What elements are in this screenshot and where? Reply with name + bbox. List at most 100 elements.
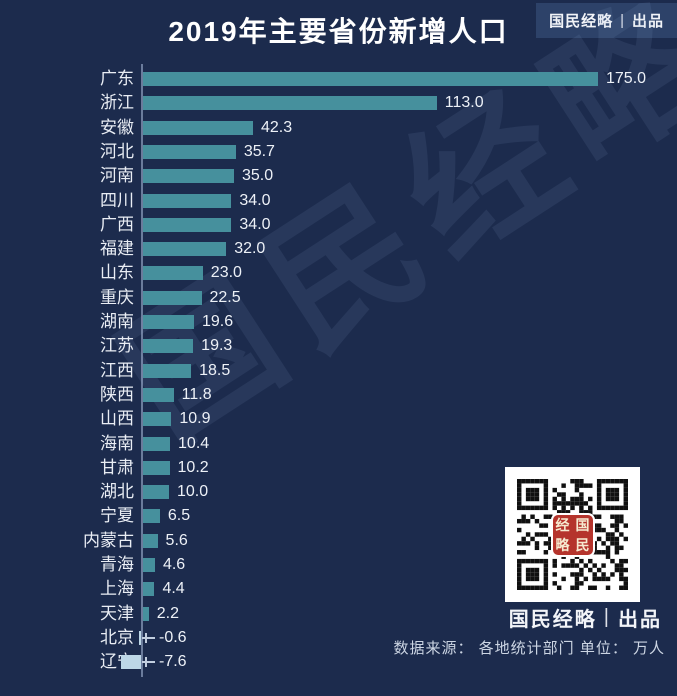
- bar: [143, 120, 253, 135]
- label-leader-line: [142, 632, 155, 643]
- bar: [143, 509, 160, 524]
- qr-code: 经国略民: [505, 467, 640, 602]
- bar: [143, 290, 202, 305]
- brand-badge-suffix: 出品: [631, 13, 664, 30]
- brand-badge-name: 国民经略: [549, 13, 614, 30]
- category-label: 江苏: [100, 336, 134, 356]
- value-label: 113.0: [444, 94, 484, 112]
- bar: [143, 72, 598, 86]
- bar-row: 甘肃 10.2: [0, 456, 677, 480]
- bar-rows: 广东 175.0 浙江 113.0 安徽 42.3 河北 35.7 河南 35.0 四川 34.0 广西…: [0, 67, 677, 675]
- category-label: 陕西: [100, 384, 134, 404]
- qr-logo: 经国略民: [550, 512, 595, 557]
- value-label: 10.0: [177, 483, 209, 501]
- category-label: 山东: [100, 263, 134, 283]
- bar: [143, 582, 155, 597]
- label-leader-tick: [145, 657, 147, 668]
- value-label: 10.4: [178, 434, 210, 452]
- footer-brand-suffix: 出品: [618, 609, 662, 631]
- bar-row: 内蒙古 5.6: [0, 529, 677, 553]
- category-label: 广东: [100, 69, 134, 88]
- category-label: 广西: [100, 214, 134, 234]
- qr-pattern: [517, 479, 628, 590]
- category-label: 辽宁: [100, 652, 134, 672]
- bar-row: 四川 34.0: [0, 189, 677, 213]
- bar-row: 青海 4.6: [0, 553, 677, 577]
- bar-row: 辽宁 -7.6: [0, 650, 677, 674]
- category-label: 河南: [100, 166, 134, 186]
- bar-row: 安徽 42.3: [0, 116, 677, 140]
- value-label: 32.0: [234, 240, 266, 258]
- bar: [143, 387, 174, 402]
- chart-title: 2019年主要省份新增人口: [168, 16, 509, 47]
- category-label: 河北: [100, 141, 134, 161]
- bar-row: 山西 10.9: [0, 407, 677, 431]
- bar-row: 湖南 19.6: [0, 310, 677, 334]
- bar-row: 重庆 22.5: [0, 286, 677, 310]
- bar-row: 陕西 11.8: [0, 383, 677, 407]
- bar-row: 江西 18.5: [0, 359, 677, 383]
- brand-badge: 国民经略 | 出品: [536, 3, 677, 38]
- bar-row: 河北 35.7: [0, 140, 677, 164]
- bar-row: 浙江 113.0: [0, 91, 677, 115]
- bar-row: 宁夏 6.5: [0, 504, 677, 528]
- category-label: 湖南: [100, 312, 134, 331]
- bar-row: 天津 2.2: [0, 602, 677, 626]
- category-label: 甘肃: [100, 457, 134, 477]
- qr-logo-character: 经: [555, 516, 570, 533]
- bar: [143, 485, 169, 500]
- category-label: 天津: [100, 603, 134, 623]
- category-label: 海南: [100, 433, 134, 453]
- bar-row: 北京 -0.6: [0, 626, 677, 650]
- bar: [143, 558, 155, 572]
- bar: [143, 606, 149, 621]
- category-label: 上海: [100, 579, 134, 599]
- category-label: 山西: [100, 409, 134, 429]
- value-label: 19.3: [201, 337, 233, 355]
- bar: [143, 217, 232, 232]
- category-label: 浙江: [100, 93, 134, 113]
- value-label: 4.4: [162, 580, 185, 598]
- category-label: 青海: [100, 555, 134, 574]
- value-label: 10.2: [177, 458, 209, 476]
- bar-row: 福建 32.0: [0, 237, 677, 261]
- brand-badge-divider: |: [620, 12, 625, 29]
- value-label: 42.3: [260, 118, 293, 136]
- bar: [143, 412, 172, 427]
- value-label: 35.7: [243, 142, 275, 160]
- value-label: 2.2: [156, 604, 179, 622]
- bar-row: 江苏 19.3: [0, 334, 677, 358]
- bar: [143, 363, 192, 378]
- category-label: 湖北: [100, 482, 134, 502]
- category-label: 重庆: [100, 287, 134, 307]
- value-label: 34.0: [239, 215, 271, 233]
- bar: [143, 266, 203, 281]
- category-label: 内蒙古: [83, 530, 134, 550]
- value-label: 18.5: [199, 361, 231, 379]
- data-source-note: 数据来源： 各地统计部门 单位： 万人: [393, 640, 665, 657]
- bar-negative: [121, 655, 141, 670]
- value-label: 10.9: [179, 410, 211, 428]
- footer-brand-divider: |: [603, 606, 611, 628]
- bar-row: 上海 4.4: [0, 577, 677, 601]
- category-label: 宁夏: [100, 506, 134, 526]
- bar: [143, 169, 234, 184]
- bar: [143, 193, 232, 208]
- bar: [143, 315, 194, 329]
- bar-row: 广西 34.0: [0, 213, 677, 237]
- category-label: 安徽: [100, 117, 134, 137]
- value-label: 35.0: [242, 167, 274, 185]
- category-label: 北京: [100, 627, 134, 647]
- bar-row: 山东 23.0: [0, 261, 677, 285]
- value-label: 6.5: [167, 507, 191, 525]
- value-label: 19.6: [201, 313, 234, 330]
- value-label: 11.8: [181, 385, 212, 403]
- value-label: 5.6: [165, 531, 188, 549]
- qr-logo-character: 略: [555, 536, 570, 553]
- bar: [143, 533, 158, 548]
- label-leader-tick: [145, 632, 147, 643]
- bar-row: 海南 10.4: [0, 432, 677, 456]
- bar-row: 广东 175.0: [0, 67, 677, 91]
- bar: [143, 96, 437, 111]
- qr-logo-character: 民: [575, 536, 590, 553]
